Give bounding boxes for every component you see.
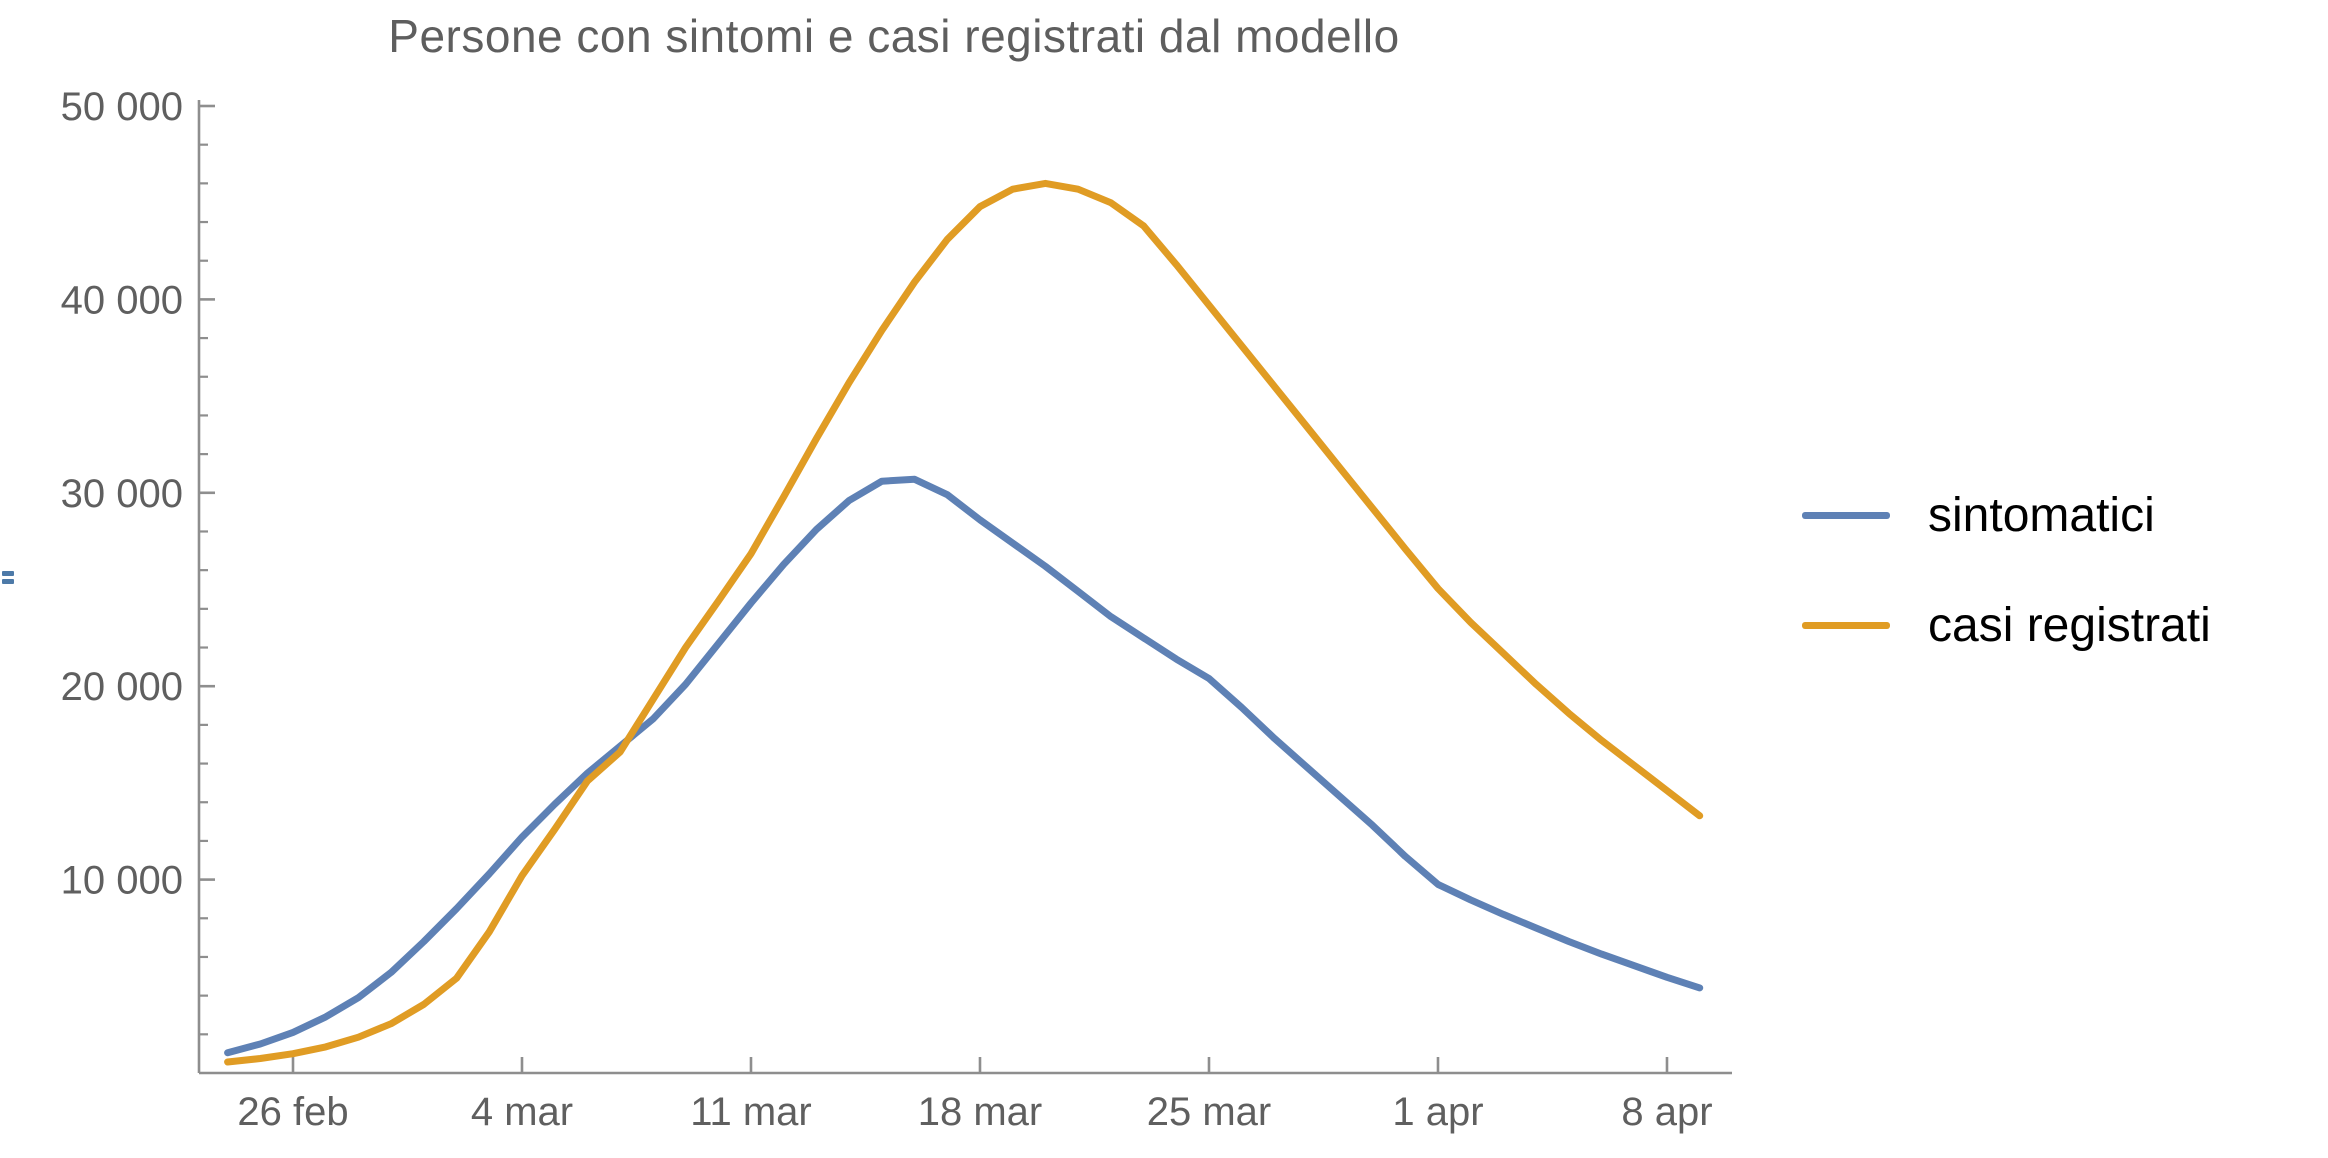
legend-swatch-sintomatici <box>1802 511 1890 519</box>
left-edge-marker <box>2 571 16 587</box>
legend-label-sintomatici: sintomatici <box>1928 488 2155 542</box>
y-axis-tick-label: 20 000 <box>61 665 183 709</box>
chart-title: Persone con sintomi e casi registrati da… <box>388 10 1400 62</box>
y-axis-tick-label: 30 000 <box>61 472 183 516</box>
series-line-casi-registrati <box>224 179 1704 1066</box>
x-axis-tick-label: 4 mar <box>471 1090 573 1134</box>
legend-item-casi-registrati: casi registrati <box>1802 598 2211 652</box>
left-edge-marker-bar <box>2 571 14 576</box>
x-axis-tick-label: 11 mar <box>690 1090 812 1134</box>
legend-item-sintomatici: sintomatici <box>1802 488 2211 542</box>
y-axis-tick-label: 10 000 <box>61 859 183 903</box>
y-axis-tick-label: 40 000 <box>61 278 183 322</box>
x-axis-tick-label: 18 mar <box>918 1090 1043 1134</box>
left-edge-marker-bar <box>2 579 14 584</box>
legend-swatch-casi-registrati <box>1802 621 1890 629</box>
x-axis-tick-label: 26 feb <box>237 1090 348 1134</box>
y-axis-tick-label: 50 000 <box>61 85 183 129</box>
x-axis-tick-label: 8 apr <box>1621 1090 1712 1134</box>
x-axis-tick-label: 25 mar <box>1147 1090 1272 1134</box>
series-line-sintomatici <box>224 475 1704 1057</box>
legend-label-casi-registrati: casi registrati <box>1928 598 2211 652</box>
chart-legend: sintomatici casi registrati <box>1802 488 2211 652</box>
x-axis-tick-label: 1 apr <box>1392 1090 1483 1134</box>
